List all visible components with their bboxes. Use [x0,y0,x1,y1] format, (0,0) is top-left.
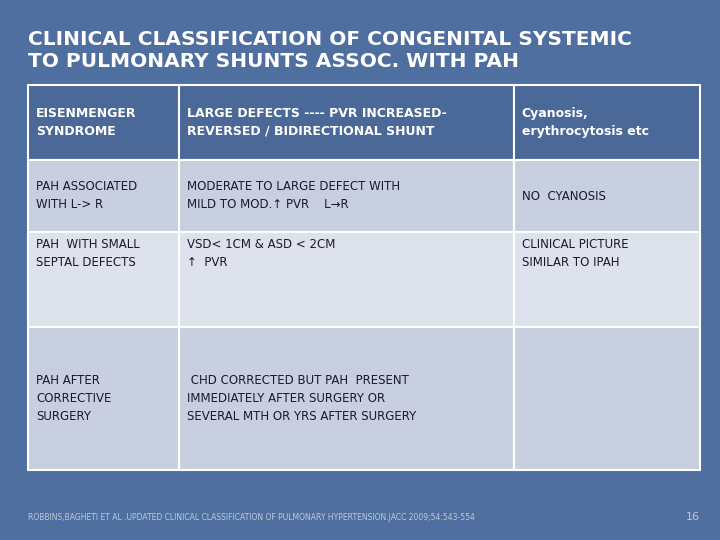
Text: TO PULMONARY SHUNTS ASSOC. WITH PAH: TO PULMONARY SHUNTS ASSOC. WITH PAH [28,52,519,71]
Bar [28,327,179,470]
Bar [28,85,179,160]
Bar [513,160,700,232]
Text: MODERATE TO LARGE DEFECT WITH
MILD TO MOD.↑ PVR    L→R: MODERATE TO LARGE DEFECT WITH MILD TO MO… [187,180,400,212]
Bar [179,160,513,232]
Text: PAH ASSOCIATED
WITH L-> R: PAH ASSOCIATED WITH L-> R [36,180,138,212]
Bar [513,327,700,470]
Bar [179,327,513,470]
Bar [179,232,513,327]
Text: VSD< 1CM & ASD < 2CM
↑  PVR: VSD< 1CM & ASD < 2CM ↑ PVR [187,238,336,269]
Text: PAH  WITH SMALL
SEPTAL DEFECTS: PAH WITH SMALL SEPTAL DEFECTS [36,238,140,269]
Text: EISENMENGER
SYNDROME: EISENMENGER SYNDROME [36,107,137,138]
Bar [28,232,179,327]
Bar [28,160,179,232]
Bar [179,85,513,160]
Text: CLINICAL CLASSIFICATION OF CONGENITAL SYSTEMIC: CLINICAL CLASSIFICATION OF CONGENITAL SY… [28,30,632,49]
Bar [513,232,700,327]
Text: CHD CORRECTED BUT PAH  PRESENT
IMMEDIATELY AFTER SURGERY OR
SEVERAL MTH OR YRS A: CHD CORRECTED BUT PAH PRESENT IMMEDIATEL… [187,374,417,423]
Text: LARGE DEFECTS ---- PVR INCREASED-
REVERSED / BIDIRECTIONAL SHUNT: LARGE DEFECTS ---- PVR INCREASED- REVERS… [187,107,447,138]
Text: ROBBINS,BAGHETI ET AL .UPDATED CLINICAL CLASSIFICATION OF PULMONARY HYPERTENSION: ROBBINS,BAGHETI ET AL .UPDATED CLINICAL … [28,513,475,522]
Text: PAH AFTER
CORRECTIVE
SURGERY: PAH AFTER CORRECTIVE SURGERY [36,374,112,423]
Text: 16: 16 [686,512,700,522]
Text: CLINICAL PICTURE
SIMILAR TO IPAH: CLINICAL PICTURE SIMILAR TO IPAH [521,238,628,269]
Text: Cyanosis,
erythrocytosis etc: Cyanosis, erythrocytosis etc [521,107,649,138]
Text: NO  CYANOSIS: NO CYANOSIS [521,190,606,202]
Bar [513,85,700,160]
